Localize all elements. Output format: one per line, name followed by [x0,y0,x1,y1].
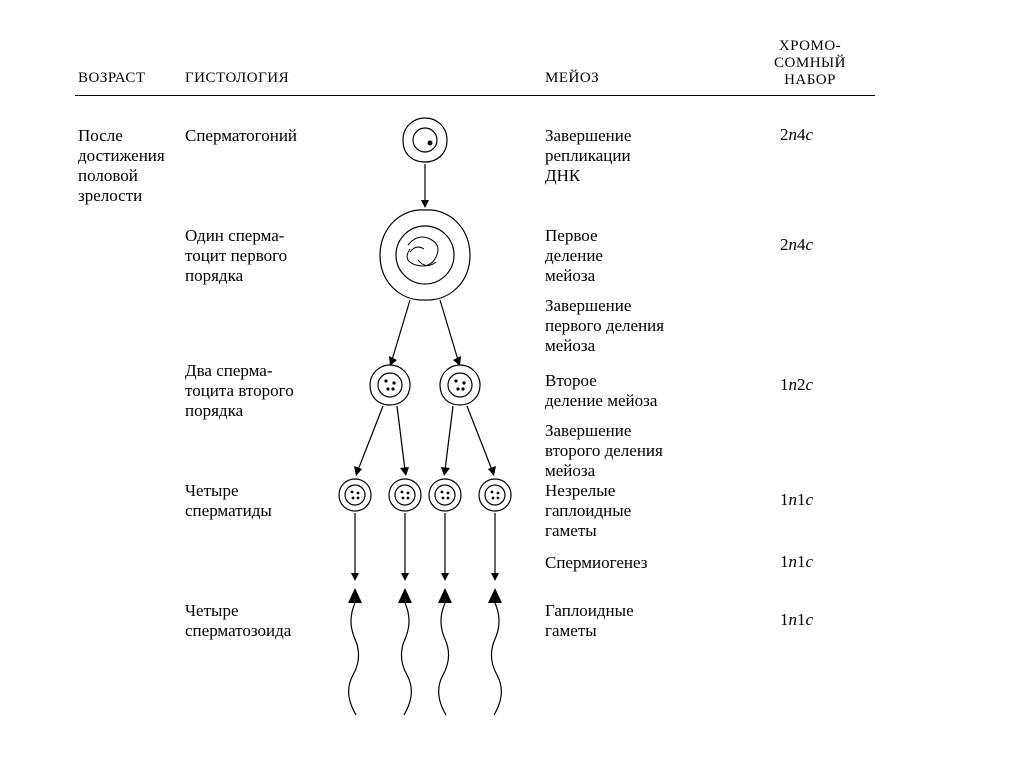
spermatozoon-4 [488,588,502,715]
header-chrom-bot: НАБОР [760,72,860,89]
meiosis-r1b: репликации [545,145,631,166]
chrom-r4x: 1n1c [780,552,813,572]
spermatozoon-2 [398,588,412,715]
hist-spermatid-a: Четыре [185,480,239,501]
header-chrom-top: ХРОМО- [760,38,860,55]
hist-primary-a: Один сперма- [185,225,284,246]
meiosis-r3xc: мейоза [545,460,595,481]
meiosis-r2b: деление [545,245,603,266]
hist-spermatogonium: Сперматогоний [185,125,297,146]
meiosis-r4a: Незрелые [545,480,615,501]
spermatid-4 [479,479,511,511]
primary-spermatocyte-cell [380,210,470,300]
spermatid-3 [429,479,461,511]
meiosis-r4c: гаметы [545,520,597,541]
spermatozoon-3 [438,588,452,715]
meiosis-r2a: Первое [545,225,598,246]
chrom-r3: 1n2c [780,375,813,395]
meiosis-r3xb: второго деления [545,440,663,461]
meiosis-r5b: гаметы [545,620,597,641]
meiosis-r3b: деление мейоза [545,390,657,411]
meiosis-r2xc: мейоза [545,335,595,356]
cells-figure [300,110,550,750]
meiosis-r4b: гаплоидные [545,500,631,521]
header-rule [75,95,875,96]
age-line4: зрелости [78,185,142,206]
hist-spermatozoon-a: Четыре [185,600,239,621]
chrom-r5: 1n1c [780,610,813,630]
meiosis-r2xb: первого деления [545,315,664,336]
header-age: ВОЗРАСТ [78,70,146,87]
spermatogenesis-diagram: ВОЗРАСТ ГИСТОЛОГИЯ МЕЙОЗ ХРОМО- СОМНЫЙ Н… [0,0,1024,767]
hist-spermatid-b: сперматиды [185,500,272,521]
meiosis-r3xa: Завершение [545,420,631,441]
meiosis-r2c: мейоза [545,265,595,286]
spermatozoon-1 [348,588,362,715]
meiosis-r1c: ДНК [545,165,580,186]
meiosis-r4x: Спермиогенез [545,552,647,573]
spermatid-2 [389,479,421,511]
age-line1: После [78,125,123,146]
hist-primary-c: порядка [185,265,243,286]
hist-secondary-a: Два сперма- [185,360,272,381]
hist-spermatozoon-b: сперматозоида [185,620,291,641]
header-meiosis: МЕЙОЗ [545,70,599,87]
hist-primary-b: тоцит первого [185,245,287,266]
age-line2: достижения [78,145,165,166]
spermatogonium-cell [403,118,447,162]
chrom-r1: 2n4c [780,125,813,145]
spermatid-1 [339,479,371,511]
chrom-r4: 1n1c [780,490,813,510]
chrom-r2: 2n4c [780,235,813,255]
secondary-spermatocyte-left [370,365,410,405]
meiosis-r1a: Завершение [545,125,631,146]
secondary-spermatocyte-right [440,365,480,405]
hist-secondary-c: порядка [185,400,243,421]
hist-secondary-b: тоцита второго [185,380,294,401]
age-line3: половой [78,165,138,186]
meiosis-r2xa: Завершение [545,295,631,316]
header-chrom-mid: СОМНЫЙ [760,55,860,72]
meiosis-r3a: Второе [545,370,597,391]
meiosis-r5a: Гаплоидные [545,600,634,621]
header-histology: ГИСТОЛОГИЯ [185,70,289,87]
